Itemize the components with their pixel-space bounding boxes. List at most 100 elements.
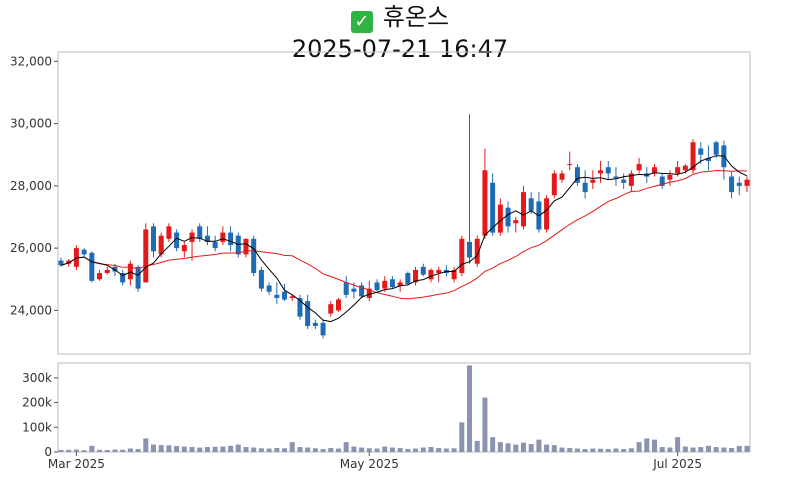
volume-bar bbox=[320, 449, 326, 452]
candle-body bbox=[150, 226, 156, 252]
candle-body bbox=[605, 167, 611, 174]
price-tick-label: 30,000 bbox=[10, 117, 52, 131]
candle-body bbox=[282, 291, 288, 300]
volume-bar bbox=[605, 449, 611, 452]
candle-body bbox=[628, 173, 634, 186]
candle-body bbox=[451, 269, 457, 280]
volume-bar bbox=[490, 437, 496, 452]
candle-body bbox=[204, 235, 210, 242]
candle-body bbox=[228, 232, 234, 246]
volume-bar bbox=[81, 450, 87, 452]
volume-bar bbox=[297, 447, 303, 452]
volume-bar bbox=[174, 446, 180, 452]
candle-body bbox=[305, 301, 311, 326]
candle-body bbox=[659, 176, 665, 186]
volume-bar bbox=[343, 442, 349, 452]
candle-body bbox=[497, 204, 503, 233]
x-tick-label: Jul 2025 bbox=[652, 457, 702, 471]
candle-body bbox=[251, 238, 257, 274]
candle-body bbox=[436, 269, 442, 274]
volume-bar bbox=[243, 447, 249, 452]
volume-bar bbox=[721, 447, 727, 452]
candle-body bbox=[713, 142, 719, 155]
volume-bar bbox=[158, 445, 164, 452]
candle-body bbox=[274, 294, 280, 298]
volume-bar bbox=[636, 442, 642, 452]
candle-body bbox=[428, 269, 434, 280]
candle-body bbox=[181, 245, 187, 252]
candle-body bbox=[636, 164, 642, 171]
volume-bar bbox=[374, 448, 380, 452]
volume-bar bbox=[104, 450, 110, 452]
candle-body bbox=[174, 232, 180, 249]
volume-bar bbox=[274, 448, 280, 452]
candle-body bbox=[459, 238, 465, 274]
volume-bar bbox=[559, 447, 565, 452]
volume-tick-label: 0 bbox=[44, 445, 52, 459]
candle-body bbox=[212, 241, 218, 249]
candle-body bbox=[366, 288, 372, 298]
volume-bar bbox=[513, 444, 519, 452]
volume-bar bbox=[628, 448, 634, 452]
candle-body bbox=[143, 229, 149, 283]
candle-body bbox=[698, 148, 704, 155]
volume-bar bbox=[705, 445, 711, 452]
candle-body bbox=[544, 198, 550, 230]
candle-body bbox=[235, 235, 241, 255]
candle-body bbox=[413, 269, 419, 283]
volume-bar bbox=[251, 447, 257, 452]
volume-bar bbox=[536, 439, 542, 452]
chart-datetime: 2025-07-21 16:47 bbox=[291, 35, 509, 63]
candle-body bbox=[675, 167, 681, 174]
candle-body bbox=[297, 297, 303, 317]
volume-bar bbox=[351, 446, 357, 452]
volume-bar bbox=[312, 448, 318, 452]
volume-bar bbox=[567, 448, 573, 452]
volume-bar bbox=[675, 437, 681, 452]
moving-average-20-line bbox=[60, 169, 747, 300]
candle-body bbox=[73, 248, 79, 267]
volume-bar bbox=[690, 447, 696, 452]
candle-body bbox=[258, 269, 264, 289]
volume-bar bbox=[266, 448, 272, 452]
volume-bar bbox=[282, 448, 288, 452]
candle-body bbox=[397, 282, 403, 286]
volume-bar bbox=[505, 443, 511, 452]
candle-body bbox=[598, 170, 604, 174]
volume-bar bbox=[659, 447, 665, 452]
candle-body bbox=[420, 266, 426, 275]
candle-body bbox=[559, 173, 565, 180]
volume-bar bbox=[744, 445, 750, 452]
candle-body bbox=[266, 285, 272, 292]
volume-bar bbox=[166, 445, 172, 452]
volume-bar bbox=[305, 447, 311, 452]
candle-body bbox=[682, 165, 688, 171]
volume-bar bbox=[112, 449, 118, 452]
candle-body bbox=[374, 282, 380, 291]
candle-body bbox=[220, 232, 226, 242]
stock-name: 휴온스 bbox=[382, 3, 450, 31]
x-tick-label: Mar 2025 bbox=[48, 457, 105, 471]
volume-bar bbox=[459, 422, 465, 452]
volume-bar bbox=[289, 442, 295, 452]
volume-bar bbox=[389, 447, 395, 452]
check-mark-icon: ✓ bbox=[350, 11, 373, 33]
candle-body bbox=[104, 269, 110, 274]
volume-bar bbox=[582, 449, 588, 452]
volume-bar bbox=[89, 445, 95, 452]
candle-body bbox=[490, 182, 496, 233]
volume-bar bbox=[58, 450, 64, 452]
candle-body bbox=[320, 322, 326, 336]
candle-body bbox=[482, 170, 488, 236]
volume-tick-label: 200k bbox=[22, 396, 52, 410]
candle-body bbox=[66, 260, 72, 264]
candle-body bbox=[112, 266, 118, 272]
volume-bar bbox=[652, 439, 658, 452]
volume-bar bbox=[189, 447, 195, 452]
candle-body bbox=[343, 282, 349, 295]
candle-body bbox=[97, 273, 103, 280]
volume-bar bbox=[520, 442, 526, 452]
candle-body bbox=[197, 226, 203, 239]
volume-bar bbox=[413, 448, 419, 452]
